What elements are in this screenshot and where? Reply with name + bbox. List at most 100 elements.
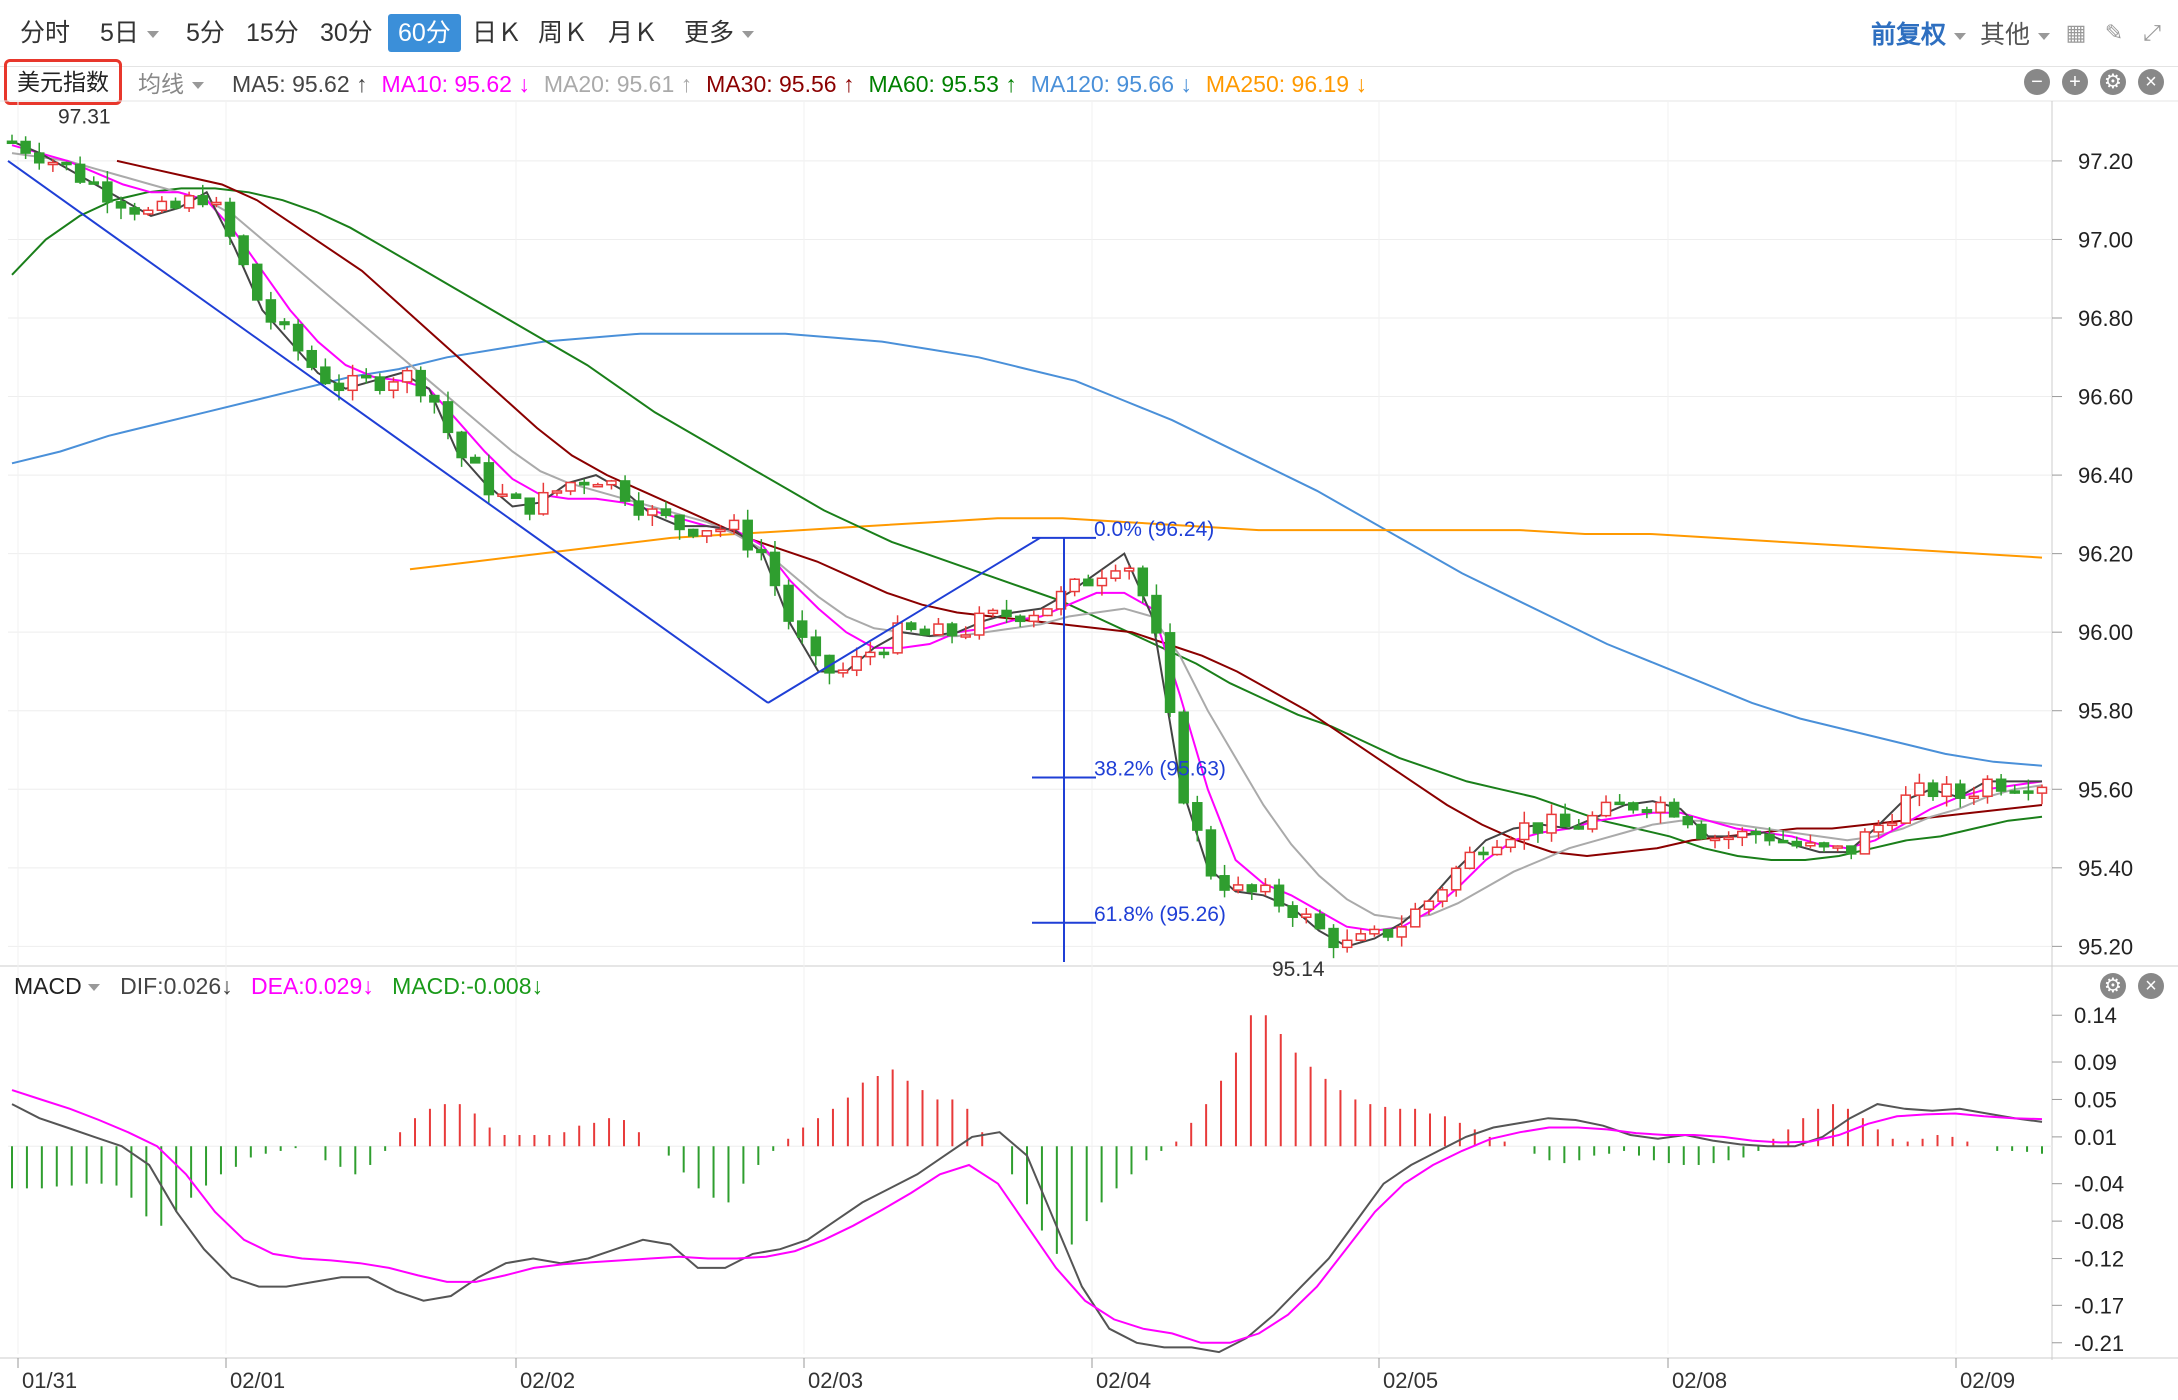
- candle-body: [1955, 783, 1966, 799]
- candle-body: [1246, 884, 1258, 893]
- candle-body: [1491, 846, 1503, 856]
- price-legend-bar: 美元指数 均线 MA5: 95.62 ↑ MA10: 95.62 ↓ MA20: 95…: [0, 59, 2178, 105]
- tab-6[interactable]: 日Ｋ: [472, 19, 523, 47]
- candle-body: [401, 369, 413, 383]
- chevron-down-icon[interactable]: [87, 984, 100, 992]
- high-label: 97.31: [58, 106, 111, 129]
- candle-body: [987, 609, 999, 615]
- tab-2[interactable]: 5分: [186, 19, 225, 47]
- candle-body: [129, 207, 140, 215]
- candle-body: [701, 530, 713, 537]
- ma-legend-item-4: MA60: 95.53 ↑: [868, 71, 1017, 97]
- chevron-down-icon: [1953, 32, 1966, 40]
- symbol-selector[interactable]: 美元指数: [4, 59, 122, 105]
- candle-body: [1927, 782, 1939, 798]
- dea-value: DEA:0.029↓: [251, 973, 374, 999]
- candle-body: [1273, 884, 1285, 907]
- candle-body: [20, 140, 31, 154]
- candle-body: [905, 622, 917, 631]
- candle-body: [1396, 926, 1407, 938]
- fullscreen-icon[interactable]: ⤢: [2143, 20, 2161, 45]
- candle-body: [320, 366, 331, 385]
- close-icon[interactable]: ×: [2138, 69, 2164, 95]
- chevron-down-icon: [146, 30, 159, 38]
- candle-body: [1791, 840, 1803, 847]
- candle-body: [1914, 782, 1925, 796]
- macd-tick-label: -0.04: [2074, 1172, 2124, 1197]
- candle-body: [1151, 594, 1162, 634]
- candle-body: [102, 181, 113, 203]
- gear-icon[interactable]: ⚙: [2100, 69, 2126, 95]
- candle-body: [1355, 933, 1367, 942]
- chevron-down-icon: [2038, 32, 2050, 40]
- candle-body: [606, 480, 617, 486]
- tab-0[interactable]: 分时: [20, 19, 71, 47]
- gear-icon[interactable]: ⚙: [2100, 973, 2126, 999]
- candle-body: [1696, 823, 1707, 840]
- period-toolbar: 分时 5日 5分 15分 30分 60分 日Ｋ 周Ｋ 月Ｋ 更多 前复权 其他 ▦ ✎ ⤢: [0, 0, 2178, 67]
- tab-9[interactable]: 更多: [678, 14, 760, 52]
- candle-body: [933, 623, 944, 636]
- macd-selector[interactable]: MACD: [14, 973, 82, 999]
- candle-body: [292, 323, 304, 352]
- add-icon[interactable]: +: [2062, 69, 2088, 95]
- candle-body: [429, 394, 440, 403]
- candle-body: [1995, 778, 2007, 792]
- candle-body: [347, 374, 358, 392]
- candle-body: [1846, 845, 1857, 855]
- date-label: 02/01: [230, 1368, 285, 1393]
- fib-label: 38.2% (95.63): [1094, 757, 1226, 780]
- ma30-line: [116, 159, 2043, 858]
- close-icon[interactable]: ×: [2138, 973, 2164, 999]
- ma250-line: [409, 517, 2043, 571]
- candle-body: [456, 431, 467, 459]
- candle-body: [1587, 814, 1598, 830]
- candle-body: [1369, 928, 1380, 935]
- tab-3[interactable]: 15分: [246, 19, 299, 47]
- candle-body: [211, 201, 222, 206]
- candle-body: [1859, 831, 1871, 855]
- price-tick-label: 96.80: [2078, 306, 2133, 331]
- candle-body: [1737, 830, 1748, 839]
- candle-body: [1083, 578, 1094, 587]
- candle-body: [1682, 816, 1694, 826]
- adjust-dropdown[interactable]: 前复权: [1871, 15, 1966, 51]
- candle-body: [1655, 801, 1666, 814]
- ma-toggle[interactable]: 均线: [138, 71, 218, 97]
- candle-body: [1546, 813, 1557, 834]
- candle-body: [674, 514, 685, 531]
- tab-8[interactable]: 月Ｋ: [608, 19, 659, 47]
- candle-body: [1382, 928, 1394, 938]
- candle-body: [1900, 794, 1912, 824]
- candle-body: [265, 299, 277, 323]
- candle-body: [715, 528, 726, 533]
- tab-5[interactable]: 60分: [388, 14, 461, 52]
- candle-body: [2023, 790, 2034, 794]
- candle-body: [1260, 884, 1271, 893]
- candle-body: [592, 483, 604, 488]
- candle-body: [2036, 786, 2048, 794]
- candle-body: [33, 152, 45, 164]
- grid-icon[interactable]: ▦: [2065, 20, 2087, 45]
- tab-1[interactable]: 5日: [94, 14, 165, 52]
- date-label: 02/08: [1672, 1368, 1727, 1393]
- candle-body: [279, 321, 290, 326]
- candle-body: [756, 549, 767, 554]
- candle-body: [1450, 867, 1462, 891]
- ma10-line: [11, 144, 2043, 932]
- candle-body: [2009, 790, 2021, 794]
- candle-body: [1137, 567, 1149, 597]
- other-dropdown[interactable]: 其他: [1980, 15, 2050, 51]
- tab-4[interactable]: 30分: [320, 19, 373, 47]
- price-tick-label: 95.80: [2078, 699, 2133, 724]
- minimize-icon[interactable]: −: [2024, 69, 2050, 95]
- candle-body: [551, 490, 563, 494]
- tab-7[interactable]: 周Ｋ: [538, 19, 589, 47]
- candle-body: [483, 462, 495, 496]
- price-tick-label: 95.40: [2078, 856, 2133, 881]
- pen-icon[interactable]: ✎: [2104, 20, 2124, 45]
- ma-legend-item-3: MA30: 95.56 ↑: [706, 71, 855, 97]
- candle-body: [442, 401, 454, 434]
- fib-label: 61.8% (95.26): [1094, 903, 1226, 926]
